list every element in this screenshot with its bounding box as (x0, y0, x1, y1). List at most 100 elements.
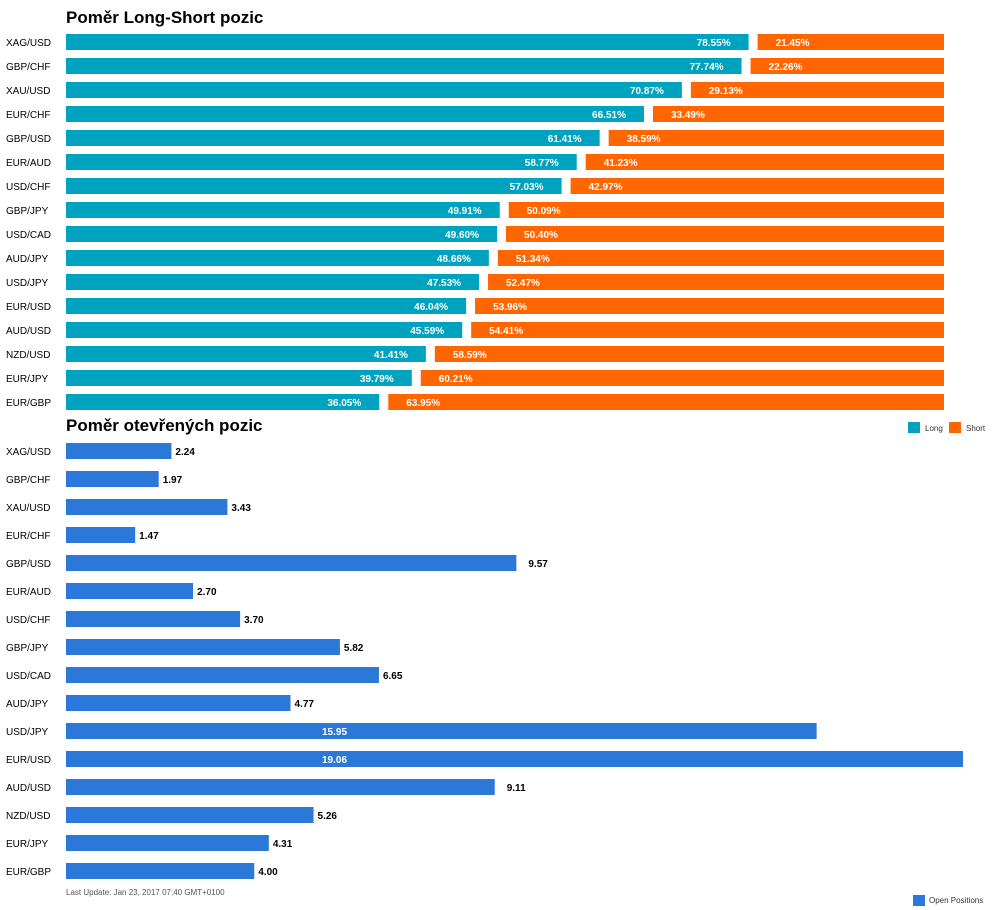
open-positions-bar (66, 527, 136, 543)
short-value-label: 29.13% (709, 86, 743, 97)
long-value-label: 49.91% (448, 206, 482, 217)
category-label: EUR/GBP (6, 867, 51, 878)
open-positions-value-label: 2.24 (175, 447, 195, 458)
short-bar (508, 202, 944, 218)
long-bar (66, 34, 749, 50)
open-positions-bar (66, 639, 340, 655)
short-value-label: 21.45% (776, 38, 810, 49)
open-positions-bar (66, 723, 817, 739)
open-positions-chart-title: Poměr otevřených pozic (66, 416, 263, 435)
short-value-label: 50.40% (524, 230, 558, 241)
legend-short-label: Short (966, 424, 986, 433)
category-label: USD/JPY (6, 727, 49, 738)
category-label: EUR/USD (6, 755, 51, 766)
long-value-label: 78.55% (697, 38, 731, 49)
category-label: GBP/USD (6, 134, 51, 145)
long-bar (66, 394, 380, 410)
long-value-label: 49.60% (445, 230, 479, 241)
long-value-label: 46.04% (414, 302, 448, 313)
long-bar (66, 130, 600, 146)
short-value-label: 33.49% (671, 110, 705, 121)
category-label: USD/CAD (6, 671, 51, 682)
short-value-label: 51.34% (516, 254, 550, 265)
short-bar (570, 178, 944, 194)
open-positions-value-label: 4.00 (258, 867, 278, 878)
long-value-label: 47.53% (427, 278, 461, 289)
short-bar (388, 394, 944, 410)
category-label: GBP/JPY (6, 206, 49, 217)
last-update-text: Last Update: Jan 23, 2017 07:40 GMT+0100 (66, 888, 225, 897)
long-bar (66, 370, 412, 386)
category-label: EUR/CHF (6, 531, 50, 542)
short-value-label: 22.26% (769, 62, 803, 73)
open-positions-value-label: 9.11 (507, 783, 526, 794)
category-label: EUR/USD (6, 302, 51, 313)
open-positions-bar (66, 667, 379, 683)
short-bar (608, 130, 944, 146)
category-label: USD/CAD (6, 230, 51, 241)
short-bar (420, 370, 944, 386)
category-label: AUD/USD (6, 326, 51, 337)
category-label: EUR/GBP (6, 398, 51, 409)
long-bar (66, 154, 577, 170)
open-positions-value-label: 4.31 (273, 839, 293, 850)
open-positions-value-label: 2.70 (197, 587, 217, 598)
category-label: USD/CHF (6, 182, 50, 193)
short-bar (506, 226, 944, 242)
long-value-label: 70.87% (630, 86, 664, 97)
long-bar (66, 106, 644, 122)
open-positions-value-label: 1.47 (139, 531, 159, 542)
long-value-label: 66.51% (592, 110, 626, 121)
category-label: EUR/JPY (6, 374, 49, 385)
open-positions-value-label: 4.77 (294, 699, 314, 710)
category-label: EUR/AUD (6, 587, 51, 598)
long-value-label: 77.74% (690, 62, 724, 73)
short-bar (475, 298, 944, 314)
open-positions-value-label: 5.26 (318, 811, 338, 822)
short-bar (497, 250, 944, 266)
short-bar (471, 322, 944, 338)
short-value-label: 63.95% (406, 398, 440, 409)
category-label: USD/CHF (6, 615, 50, 626)
category-label: USD/JPY (6, 278, 49, 289)
long-bar (66, 322, 463, 338)
short-value-label: 58.59% (453, 350, 487, 361)
short-value-label: 54.41% (489, 326, 523, 337)
category-label: XAU/USD (6, 503, 50, 514)
open-positions-value-label: 6.65 (383, 671, 403, 682)
long-value-label: 48.66% (437, 254, 471, 265)
long-bar (66, 226, 498, 242)
long-value-label: 36.05% (327, 398, 361, 409)
short-value-label: 42.97% (589, 182, 623, 193)
open-positions-bar (66, 443, 172, 459)
category-label: EUR/JPY (6, 839, 49, 850)
long-bar (66, 346, 426, 362)
category-label: GBP/JPY (6, 643, 49, 654)
legend-open-positions-label: Open Positions (929, 896, 983, 905)
category-label: AUD/JPY (6, 254, 49, 265)
long-bar (66, 274, 480, 290)
category-label: GBP/CHF (6, 62, 50, 73)
short-bar (690, 82, 944, 98)
category-label: GBP/USD (6, 559, 51, 570)
category-label: AUD/JPY (6, 699, 49, 710)
open-positions-value-label: 15.95 (322, 727, 347, 738)
short-bar (434, 346, 944, 362)
category-label: EUR/CHF (6, 110, 50, 121)
open-positions-value-label: 1.97 (163, 475, 183, 486)
short-value-label: 53.96% (493, 302, 527, 313)
open-positions-value-label: 3.70 (244, 615, 264, 626)
long-bar (66, 178, 562, 194)
open-positions-bar (66, 695, 291, 711)
long-bar (66, 250, 489, 266)
open-positions-bar (66, 779, 495, 795)
open-positions-bar (66, 751, 963, 767)
open-positions-value-label: 3.43 (231, 503, 251, 514)
short-bar (585, 154, 944, 170)
open-positions-bar (66, 555, 517, 571)
category-label: NZD/USD (6, 811, 50, 822)
category-label: XAG/USD (6, 447, 51, 458)
open-positions-bar (66, 863, 255, 879)
short-value-label: 60.21% (439, 374, 473, 385)
